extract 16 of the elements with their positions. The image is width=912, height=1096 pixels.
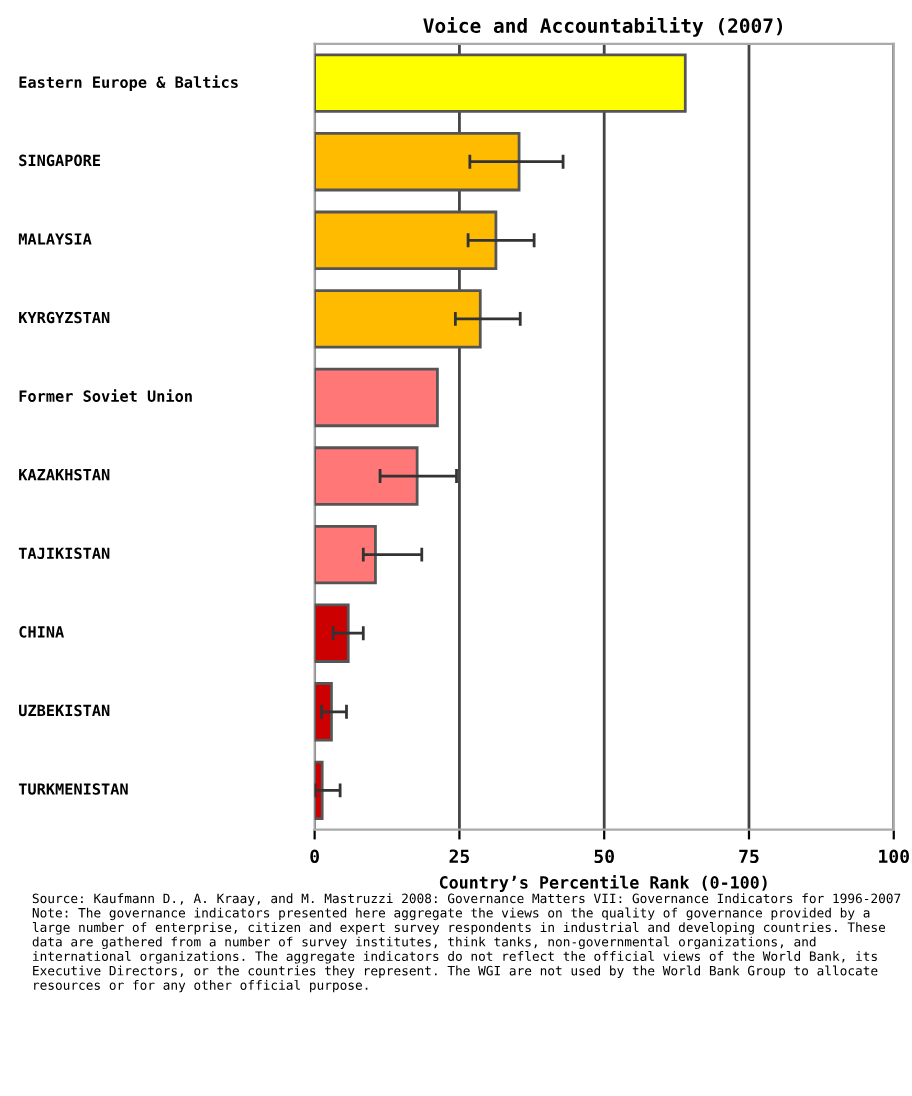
bar (314, 132, 521, 192)
x-tick-label: 50 (594, 849, 614, 864)
bar (314, 524, 377, 585)
bar (314, 53, 687, 113)
bar (314, 446, 419, 506)
x-tick-label: 75 (739, 849, 759, 864)
bar (314, 682, 333, 742)
bar (314, 603, 350, 663)
bar (314, 289, 482, 349)
bar (314, 367, 439, 428)
x-tick-label: 25 (449, 849, 470, 864)
bar (314, 210, 498, 270)
x-tick-label: 0 (310, 849, 319, 864)
x-axis-title: Country’s Percentile Rank (0-100) (439, 874, 767, 892)
chart-title: Voice and Accountability (2007) (423, 16, 783, 37)
x-tick-label: 100 (879, 849, 909, 864)
